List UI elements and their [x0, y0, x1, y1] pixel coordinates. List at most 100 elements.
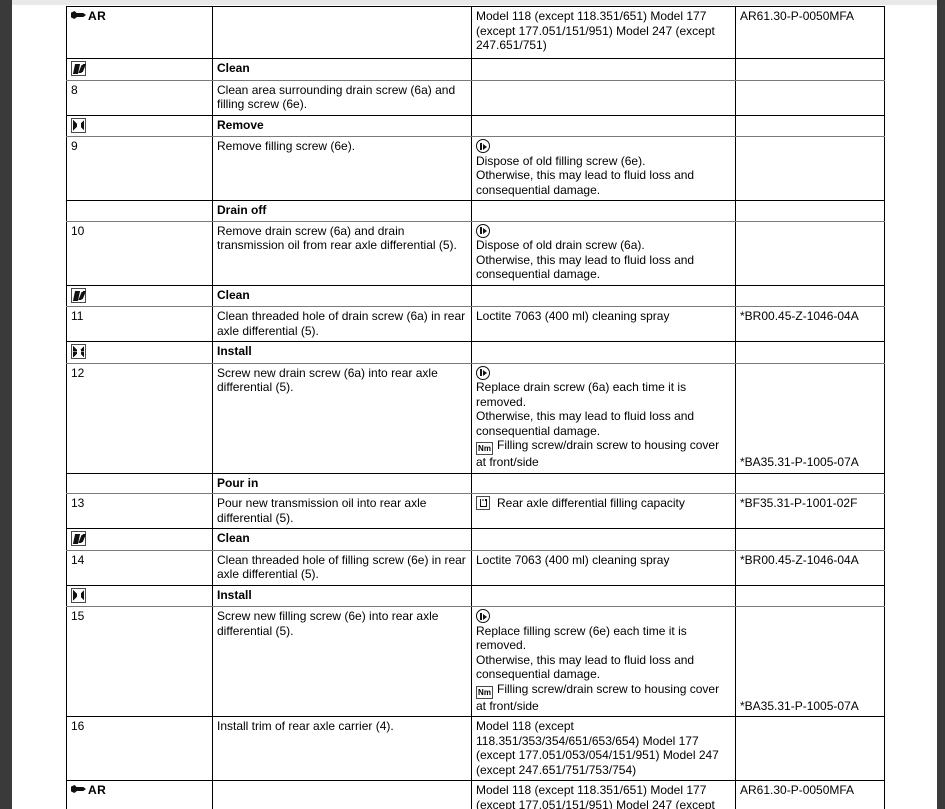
section-title: Clean — [212, 284, 472, 307]
note-cell: Replace drain screw (6a) each time it is… — [471, 362, 736, 474]
section-icon-cell — [66, 472, 213, 494]
note-line: removed. — [476, 394, 527, 409]
instruction-cell: Pour new transmission oil into rear axle… — [212, 493, 472, 529]
note-icon — [476, 223, 490, 238]
reference-cell — [735, 136, 885, 201]
reference-cell — [735, 528, 885, 551]
reference-cell — [735, 284, 885, 307]
page-gutter-right — [937, 0, 945, 809]
note-line: Otherwise, this may lead to fluid loss a… — [476, 252, 695, 267]
table-row: AR Model 118 (except 118.351/651) Model … — [66, 6, 885, 59]
section-title: Install — [212, 341, 472, 364]
detail-cell — [471, 200, 736, 222]
detail-cell — [471, 284, 736, 307]
note-cell: Dispose of old drain screw (6a). Otherwi… — [471, 220, 736, 286]
table-row-section: Clean — [66, 284, 885, 307]
table-row: 8 Clean area surrounding drain screw (6a… — [66, 79, 885, 116]
instruction-cell: Remove filling screw (6e). — [212, 136, 472, 201]
instruction-cell — [212, 780, 472, 809]
table-row-section: Pour in — [66, 472, 885, 494]
section-title: Drain off — [212, 200, 472, 222]
reference-cell[interactable]: AR61.30-P-0050MFA — [735, 6, 885, 59]
table-row-section: Drain off — [66, 200, 885, 222]
section-title: Install — [212, 584, 472, 607]
table-row-section: Install — [66, 584, 885, 607]
remove-icon — [71, 117, 86, 133]
note-line: Replace filling screw (6e) each time it … — [476, 623, 687, 638]
instruction-cell: Clean threaded hole of filling screw (6e… — [212, 549, 472, 586]
step-cell: AR — [66, 6, 213, 59]
note-line: Dispose of old filling screw (6e). — [476, 153, 646, 168]
note-line: Otherwise, this may lead to fluid loss a… — [476, 409, 695, 423]
table-row: 9 Remove filling screw (6e). Dispose of … — [66, 136, 885, 201]
detail-cell: Model 118 (except 118.351/651) Model 177… — [471, 6, 736, 59]
reference-cell — [735, 341, 885, 364]
note-line: consequential damage. — [476, 267, 601, 281]
detail-cell — [471, 341, 736, 364]
detail-cell — [471, 584, 736, 607]
step-cell: 12 — [66, 362, 213, 474]
capacity-icon — [476, 496, 490, 510]
note-icon — [476, 139, 490, 153]
table-row: 12 Screw new drain screw (6a) into rear … — [66, 362, 885, 474]
pointing-hand-icon — [71, 784, 87, 795]
note-cell: Replace filling screw (6e) each time it … — [471, 606, 736, 717]
reference-cell[interactable]: *BR00.45-Z-1046-04A — [735, 306, 885, 342]
note-line: Dispose of old drain screw (6a). — [476, 238, 645, 252]
clean-icon — [71, 287, 86, 303]
note-icon — [476, 609, 490, 623]
detail-cell: Model 118 (except 118.351/651) Model 177… — [471, 780, 736, 809]
section-title: Clean — [212, 528, 472, 551]
clean-icon — [71, 61, 86, 76]
note-line: Otherwise, this may lead to fluid loss a… — [476, 652, 695, 667]
instruction-cell: Install trim of rear axle carrier (4). — [212, 716, 472, 781]
instruction-cell: Clean threaded hole of drain screw (6a) … — [212, 306, 472, 342]
clean-icon — [71, 531, 86, 546]
reference-cell[interactable]: *BA35.31-P-1005-07A — [735, 606, 885, 717]
detail-cell — [471, 114, 736, 137]
reference-cell — [735, 584, 885, 607]
note-line: Replace drain screw (6a) each time it is — [476, 380, 687, 394]
note-line: removed. — [476, 638, 527, 652]
section-title: Clean — [212, 58, 472, 81]
reference-cell[interactable]: *BF35.31-P-1001-02F — [735, 493, 885, 529]
section-icon-cell — [66, 200, 213, 222]
note-line: consequential damage. — [476, 423, 601, 438]
detail-cell — [471, 79, 736, 116]
detail-cell: Loctite 7063 (400 ml) cleaning spray — [471, 549, 736, 586]
reference-cell — [735, 200, 885, 222]
reference-cell — [735, 58, 885, 81]
ar-label: AR — [88, 9, 107, 23]
step-cell: AR — [66, 780, 213, 809]
section-icon-cell — [66, 114, 213, 137]
note-cell: Dispose of old filling screw (6e). Other… — [471, 136, 736, 201]
reference-cell[interactable]: *BA35.31-P-1005-07A — [735, 362, 885, 474]
install-icon — [71, 344, 86, 359]
table-row-section: Remove — [66, 114, 885, 137]
note-line: Otherwise, this may lead to fluid loss a… — [476, 168, 695, 182]
page-gutter-left — [0, 0, 12, 809]
table-row-section: Clean — [66, 528, 885, 551]
torque-icon: Nm — [476, 442, 493, 455]
instruction-cell: Screw new drain screw (6a) into rear axl… — [212, 362, 472, 474]
instruction-cell: Clean area surrounding drain screw (6a) … — [212, 79, 472, 116]
step-cell: 9 — [66, 136, 213, 201]
section-title: Remove — [212, 114, 472, 137]
reference-cell — [735, 114, 885, 137]
table-row: 13 Pour new transmission oil into rear a… — [66, 493, 885, 529]
torque-icon: Nm — [476, 685, 493, 699]
pointing-hand-icon — [71, 10, 87, 21]
reference-cell[interactable]: AR61.30-P-0050MFA — [735, 780, 885, 809]
table-row: 15 Screw new filling screw (6e) into rea… — [66, 606, 885, 717]
torque-text: Filling screw/drain screw to housing cov… — [476, 681, 720, 713]
step-cell: 16 — [66, 716, 213, 781]
reference-cell — [735, 220, 885, 286]
torque-text: Filling screw/drain screw to housing cov… — [476, 438, 720, 469]
detail-cell — [471, 472, 736, 494]
table-row: 10 Remove drain screw (6a) and drain tra… — [66, 220, 885, 286]
reference-cell[interactable]: *BR00.45-Z-1046-04A — [735, 549, 885, 586]
reference-cell — [735, 472, 885, 494]
step-cell: 10 — [66, 220, 213, 286]
note-line: consequential damage. — [476, 667, 601, 681]
detail-cell — [471, 528, 736, 551]
